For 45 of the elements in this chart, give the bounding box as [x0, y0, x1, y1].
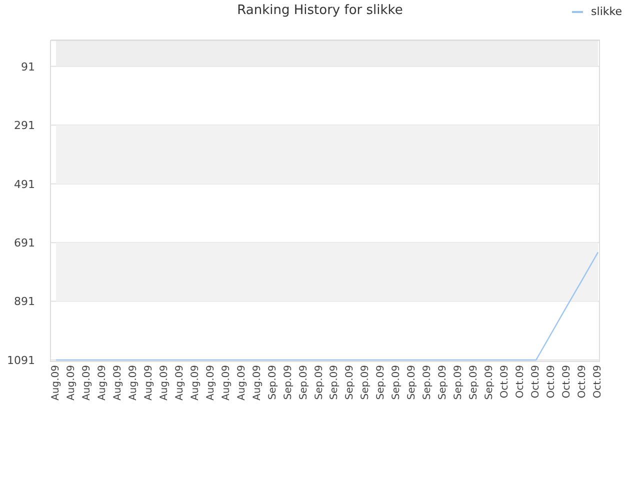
y-tick-label: 491 — [14, 178, 35, 191]
chart-title: Ranking History for slikke — [237, 3, 403, 18]
x-tick-label: Sep.09 — [376, 365, 387, 400]
y-tick-label: 691 — [14, 236, 35, 250]
x-tick-label: Oct.09 — [530, 365, 542, 398]
x-tick-label: Sep.09 — [344, 365, 356, 400]
x-tick-label: Sep.09 — [406, 365, 418, 400]
x-tick-label: Oct.09 — [546, 365, 558, 398]
x-tick-label: Aug.09 — [252, 365, 263, 400]
x-tick-label: Sep.09 — [360, 365, 372, 400]
x-tick-label: Sep.09 — [438, 365, 449, 400]
x-tick-label: Sep.09 — [468, 365, 480, 400]
x-tick-label: Aug.09 — [66, 365, 77, 400]
x-tick-label: Aug.09 — [143, 365, 154, 400]
y-tick-label: 891 — [14, 295, 35, 308]
x-tick-label: Oct.09 — [515, 365, 526, 398]
x-tick-label: Aug.09 — [220, 365, 232, 400]
x-tick-label: Aug.09 — [128, 365, 139, 400]
x-tick-label: Aug.09 — [158, 365, 170, 400]
x-tick-label: Sep.09 — [453, 365, 464, 400]
x-tick-label: Aug.09 — [190, 365, 201, 400]
x-tick-label: Aug.09 — [96, 365, 108, 400]
legend-label: slikke — [591, 5, 622, 18]
x-tick-label: Sep.09 — [391, 365, 402, 400]
line-series — [55, 252, 599, 361]
x-tick-label: Sep.09 — [314, 365, 325, 400]
x-tick-label: Oct.09 — [592, 365, 604, 398]
y-tick-label: 291 — [14, 119, 35, 132]
x-tick-label: Aug.09 — [236, 365, 248, 400]
x-tick-label: Aug.09 — [205, 365, 216, 400]
y-tick-label: 91 — [21, 60, 35, 74]
x-tick-label: Sep.09 — [484, 365, 496, 400]
x-tick-label: Oct.09 — [500, 365, 511, 398]
x-tick-label: Oct.09 — [562, 365, 573, 398]
x-tick-label: Sep.09 — [267, 365, 278, 400]
x-tick-label: Aug.09 — [174, 365, 186, 400]
x-tick-label: Sep.09 — [282, 365, 294, 400]
x-tick-label: Aug.09 — [50, 365, 62, 400]
y-tick-label: 1091 — [7, 354, 35, 367]
x-tick-label: Oct.09 — [577, 365, 588, 398]
x-tick-label: Aug.09 — [112, 365, 124, 400]
x-tick-label: Sep.09 — [329, 365, 340, 400]
x-tick-label: Aug.09 — [81, 365, 92, 400]
x-tick-label: Sep.09 — [422, 365, 434, 400]
x-tick-label: Sep.09 — [298, 365, 310, 400]
